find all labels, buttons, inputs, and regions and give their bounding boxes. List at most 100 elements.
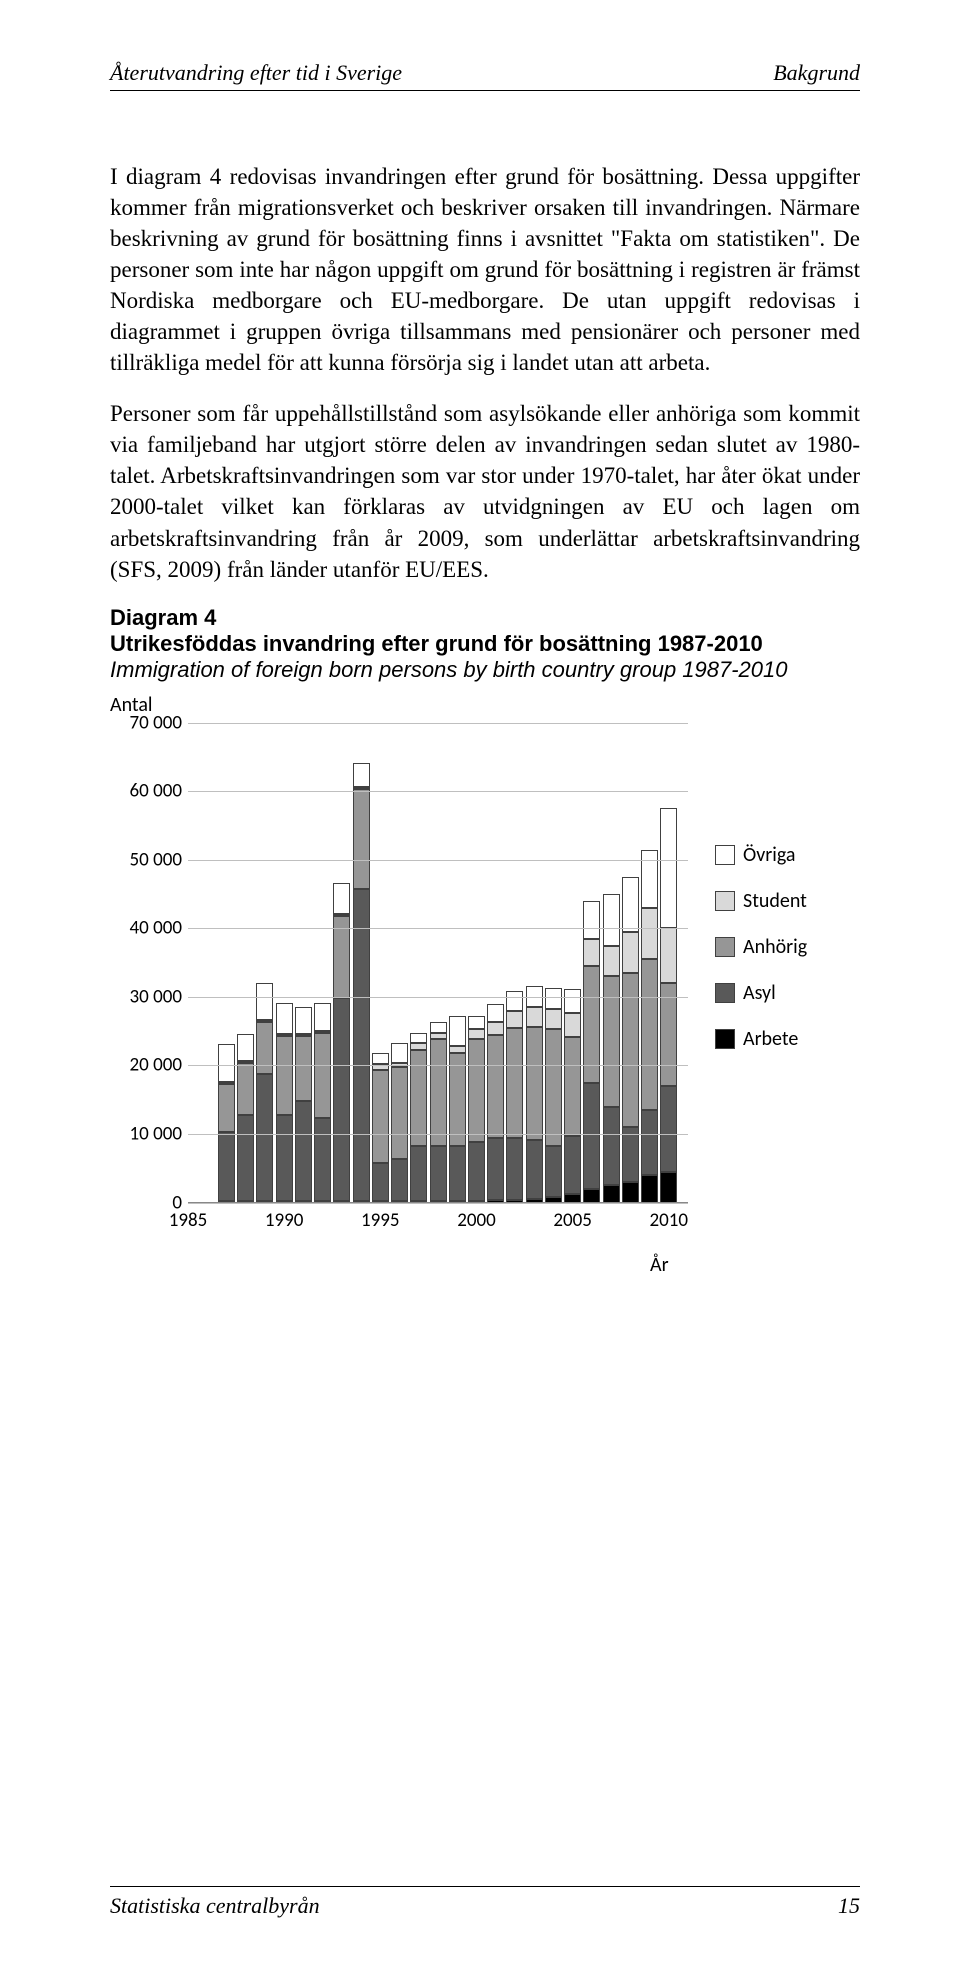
document-page: Återutvandring efter tid i Sverige Bakgr… <box>0 0 960 1974</box>
bar-segment-asyl <box>622 1127 639 1182</box>
bar-segment-övriga <box>410 1033 427 1043</box>
y-tick-label: 30 000 <box>110 985 182 1008</box>
bar-segment-asyl <box>391 1159 408 1200</box>
bar <box>410 1033 427 1203</box>
bar-segment-anhörig <box>391 1067 408 1160</box>
header-right: Bakgrund <box>773 60 860 86</box>
bar-segment-student <box>526 1007 543 1028</box>
bar-segment-övriga <box>603 894 620 945</box>
bar-segment-anhörig <box>237 1063 254 1114</box>
legend-item: Anhörig <box>715 935 807 959</box>
bar-segment-övriga <box>641 850 658 908</box>
bar-segment-anhörig <box>410 1050 427 1146</box>
bar-segment-anhörig <box>314 1033 331 1119</box>
bar-segment-anhörig <box>468 1039 485 1142</box>
diagram-heading: Diagram 4 Utrikesföddas invandring efter… <box>110 605 860 717</box>
bar <box>564 989 581 1203</box>
footer-left: Statistiska centralbyrån <box>110 1893 320 1919</box>
bar <box>468 1016 485 1203</box>
bar-segment-asyl <box>276 1115 293 1201</box>
legend-label: Arbete <box>743 1027 798 1051</box>
bar-segment-anhörig <box>545 1029 562 1146</box>
legend-label: Anhörig <box>743 935 807 959</box>
x-tick-label: 2010 <box>650 1209 689 1232</box>
grid-line <box>188 928 688 929</box>
bar-segment-asyl <box>564 1136 581 1194</box>
bar <box>583 901 600 1203</box>
bar-segment-anhörig <box>430 1039 447 1145</box>
grid-line <box>188 1134 688 1135</box>
bar-segment-övriga <box>237 1034 254 1061</box>
y-tick-label: 20 000 <box>110 1054 182 1077</box>
x-ticks: 198519901995200020052010 <box>188 1209 688 1239</box>
bar-segment-asyl <box>506 1138 523 1200</box>
bar-segment-student <box>641 908 658 959</box>
grid-line <box>188 791 688 792</box>
bar-segment-asyl <box>603 1107 620 1186</box>
bar-segment-övriga <box>545 988 562 1009</box>
bar-segment-arbete <box>660 1172 677 1203</box>
y-tick-label: 10 000 <box>110 1123 182 1146</box>
bar-segment-övriga <box>314 1003 331 1030</box>
bar-segment-asyl <box>487 1138 504 1200</box>
bar <box>622 877 639 1203</box>
bar-segment-student <box>468 1029 485 1039</box>
body-text: I diagram 4 redovisas invandringen efter… <box>110 161 860 585</box>
x-tick-label: 2000 <box>457 1209 496 1232</box>
bar <box>256 983 273 1203</box>
bar-segment-student <box>430 1033 447 1040</box>
bar-segment-asyl <box>218 1132 235 1201</box>
diagram-title-sv: Utrikesföddas invandring efter grund för… <box>110 631 860 657</box>
bar <box>545 988 562 1203</box>
bar-segment-asyl <box>295 1101 312 1200</box>
legend-item: Övriga <box>715 843 807 867</box>
legend-swatch <box>715 1029 735 1049</box>
legend-label: Asyl <box>743 981 776 1005</box>
bar <box>449 1016 466 1203</box>
bar-segment-anhörig <box>353 789 370 888</box>
y-tick-label: 50 000 <box>110 848 182 871</box>
legend-label: Student <box>743 889 807 913</box>
bar <box>372 1053 389 1202</box>
legend-swatch <box>715 983 735 1003</box>
x-tick-label: 1990 <box>265 1209 304 1232</box>
diagram-number: Diagram 4 <box>110 605 860 631</box>
bar-segment-övriga <box>468 1016 485 1030</box>
bar-segment-övriga <box>449 1016 466 1047</box>
bar-segment-anhörig <box>641 959 658 1110</box>
bar-segment-asyl <box>468 1142 485 1200</box>
chart-area: 010 00020 00030 00040 00050 00060 00070 … <box>110 723 690 1243</box>
bar-segment-student <box>583 939 600 966</box>
bar-segment-anhörig <box>276 1036 293 1115</box>
bar-segment-student <box>487 1022 504 1036</box>
header-left: Återutvandring efter tid i Sverige <box>110 60 402 86</box>
bar-segment-anhörig <box>487 1035 504 1138</box>
bar <box>295 1007 312 1203</box>
bar <box>641 850 658 1203</box>
y-tick-label: 70 000 <box>110 711 182 734</box>
bar-segment-övriga <box>506 991 523 1012</box>
bar-segment-student <box>410 1043 427 1050</box>
bar-segment-arbete <box>583 1189 600 1203</box>
bar-segment-asyl <box>526 1140 543 1198</box>
page-number: 15 <box>838 1893 860 1919</box>
grid-line <box>188 997 688 998</box>
bar-segment-övriga <box>583 901 600 939</box>
bar-segment-student <box>660 928 677 983</box>
bar-segment-student <box>506 1011 523 1028</box>
bar-segment-asyl <box>410 1146 427 1201</box>
bar-segment-övriga <box>564 989 581 1013</box>
bar-segment-asyl <box>449 1146 466 1201</box>
bar-segment-arbete <box>622 1182 639 1203</box>
legend-item: Student <box>715 889 807 913</box>
bar-segment-övriga <box>391 1043 408 1064</box>
bar <box>353 763 370 1202</box>
y-axis-label: Antal <box>110 693 860 717</box>
grid-line <box>188 1065 688 1066</box>
bar-segment-övriga <box>622 877 639 932</box>
bar-segment-övriga <box>353 763 370 787</box>
bar <box>660 808 677 1202</box>
bar <box>314 1003 331 1202</box>
bar-segment-asyl <box>545 1146 562 1197</box>
x-tick-label: 1985 <box>169 1209 208 1232</box>
